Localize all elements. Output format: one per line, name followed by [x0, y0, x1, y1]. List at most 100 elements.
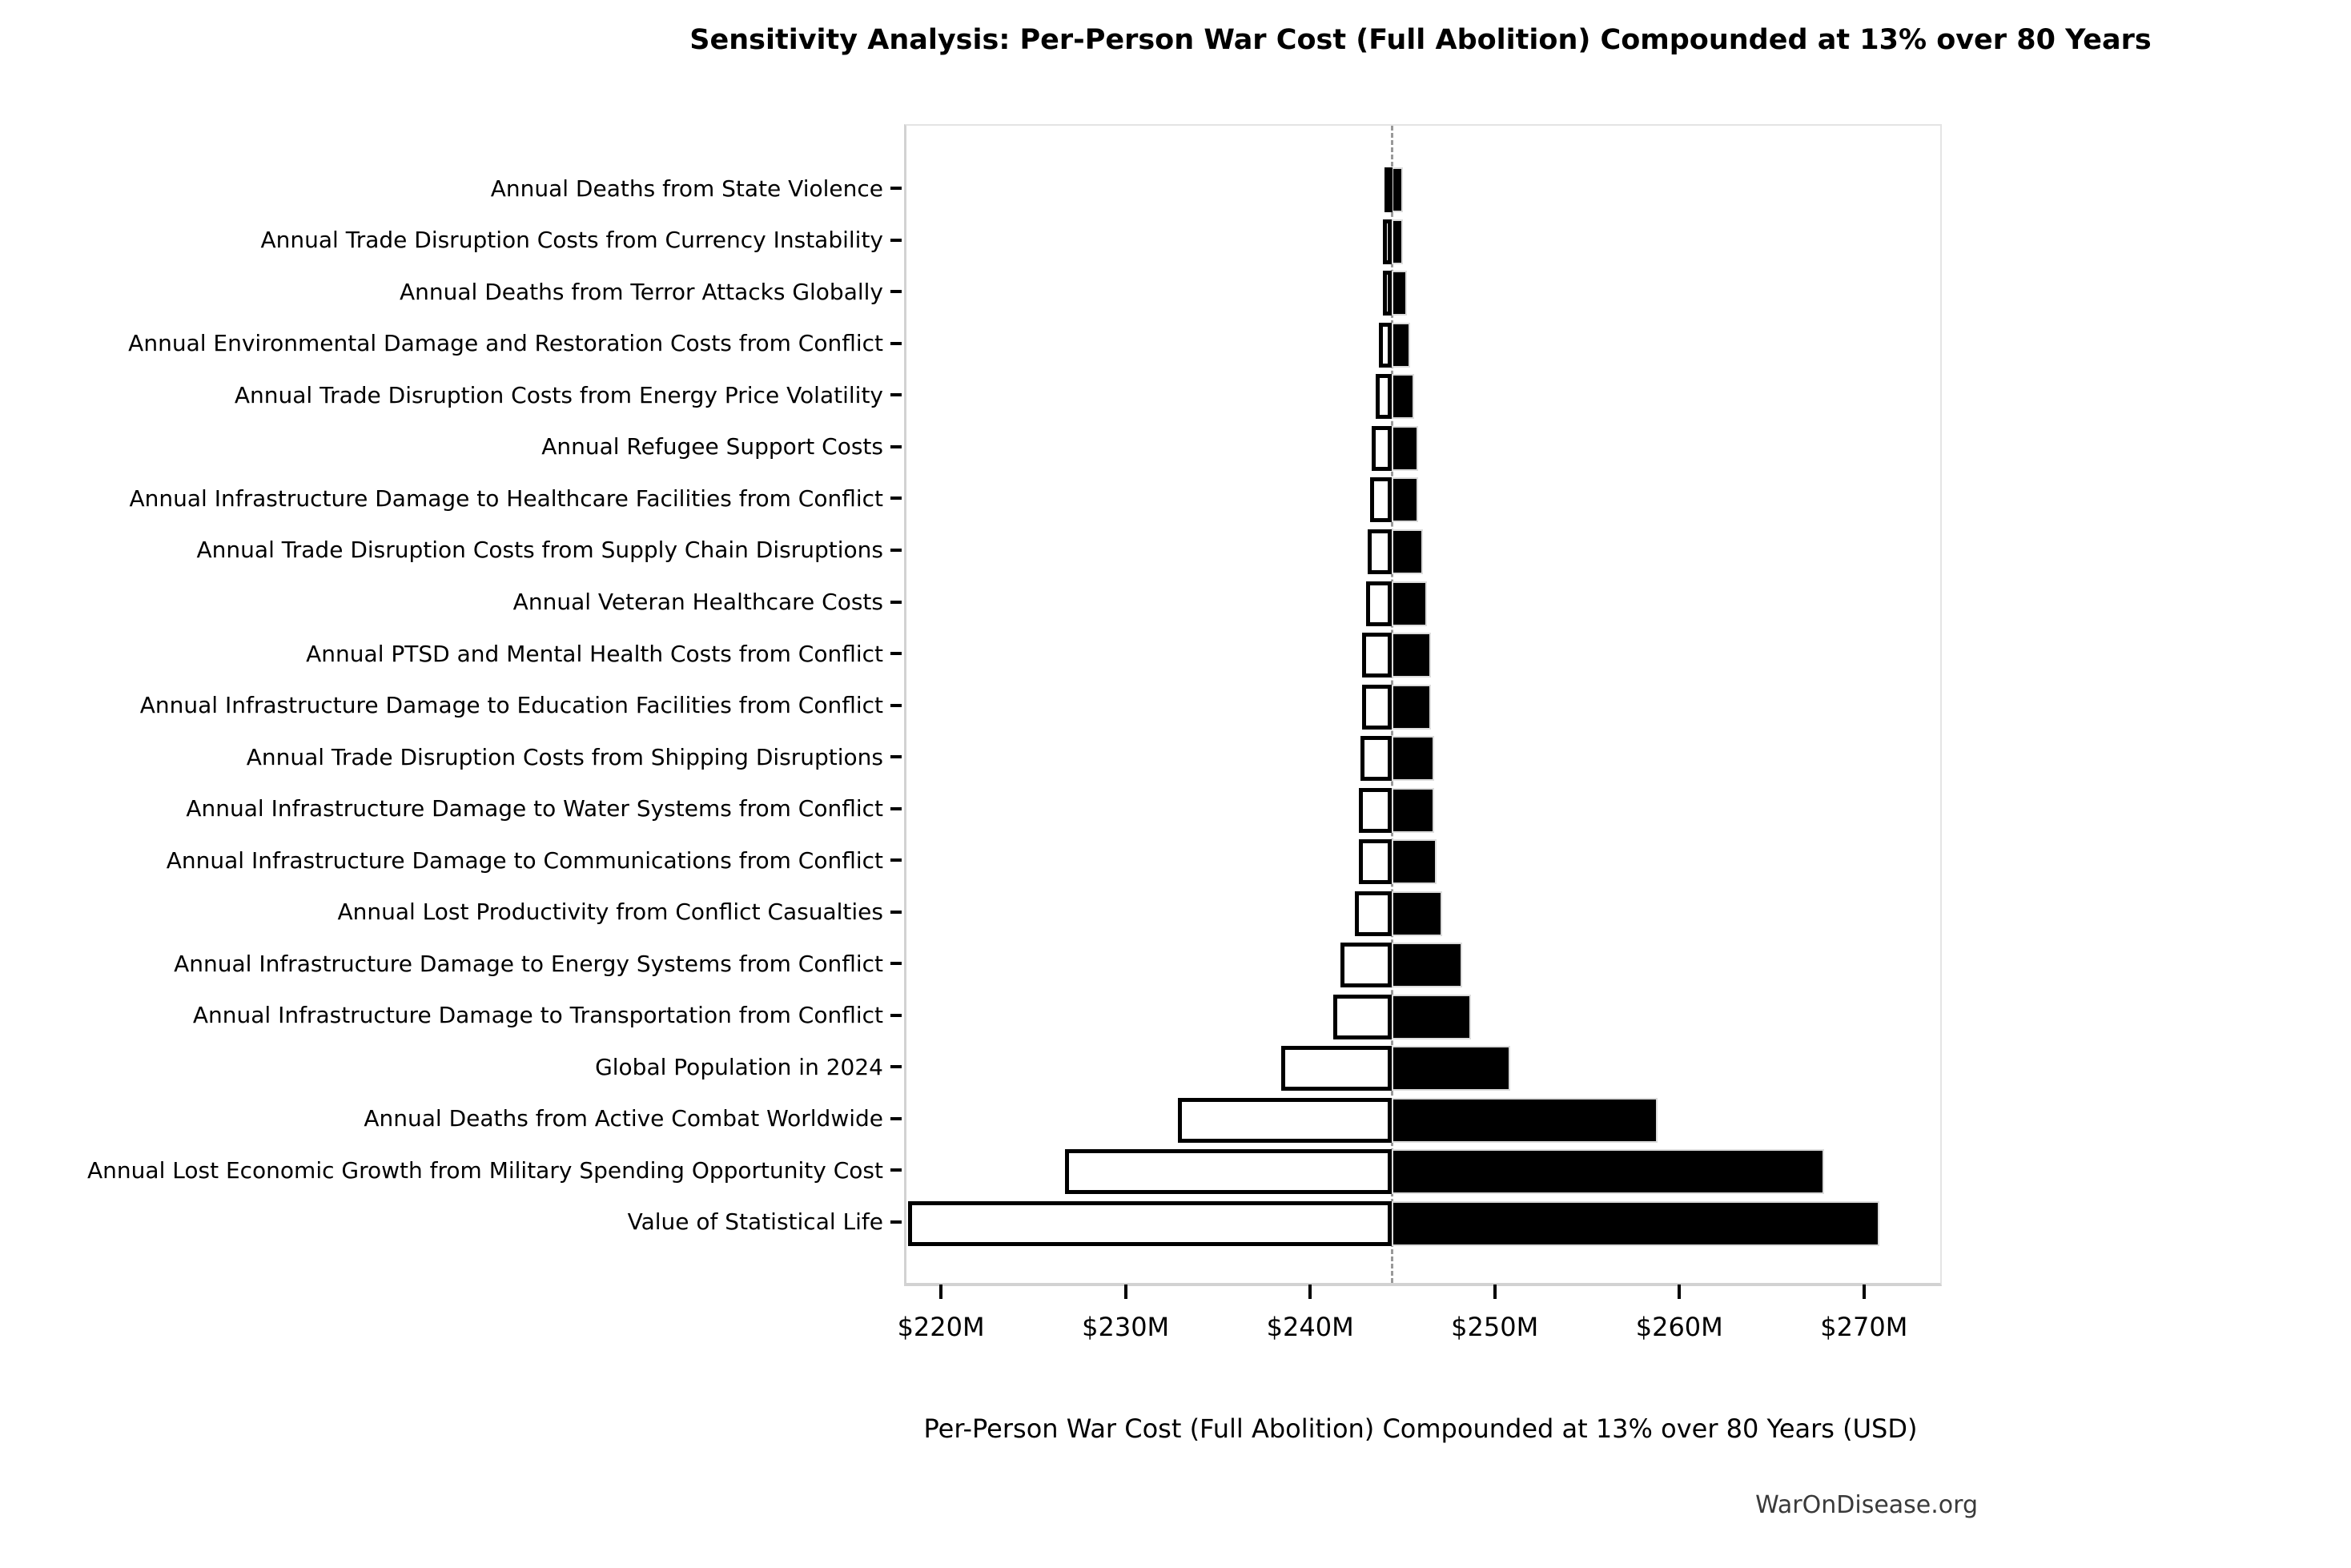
high-bar	[1392, 684, 1431, 730]
row-label-12: Annual Infrastructure Damage to Water Sy…	[0, 782, 904, 834]
category-label: Value of Statistical Life	[627, 1208, 883, 1236]
y-tick-mark	[890, 393, 902, 397]
high-bar	[1392, 994, 1472, 1039]
low-bar	[1340, 943, 1393, 988]
bar-row-3	[906, 320, 1940, 372]
low-bar	[1360, 736, 1393, 782]
high-bar	[1392, 1097, 1658, 1143]
bar-row-7	[906, 526, 1940, 578]
low-bar	[1280, 1046, 1393, 1092]
low-bar	[1065, 1149, 1393, 1195]
high-bar	[1392, 891, 1442, 936]
bar-row-12	[906, 784, 1940, 836]
bars-area	[906, 164, 1940, 1249]
y-tick-mark	[890, 1116, 902, 1120]
category-label: Annual Infrastructure Damage to Water Sy…	[186, 795, 883, 822]
x-tick-label: $260M	[1635, 1312, 1723, 1342]
plot-area	[904, 124, 1942, 1286]
category-label: Annual Lost Productivity from Conflict C…	[337, 899, 883, 926]
x-tick-mark	[1123, 1285, 1127, 1299]
low-bar	[1382, 219, 1393, 264]
low-bar	[1371, 425, 1393, 471]
category-label: Annual Infrastructure Damage to Transpor…	[192, 1002, 883, 1029]
chart-title: Sensitivity Analysis: Per-Person War Cos…	[689, 24, 2152, 56]
high-bar	[1392, 1200, 1879, 1246]
category-label: Annual Deaths from State Violence	[490, 175, 883, 202]
category-label: Annual Deaths from Terror Attacks Global…	[399, 278, 883, 305]
category-label: Annual Trade Disruption Costs from Shipp…	[246, 743, 883, 770]
category-label: Annual Lost Economic Growth from Militar…	[87, 1156, 883, 1184]
y-tick-mark	[890, 1220, 902, 1224]
low-bar	[1382, 271, 1393, 316]
low-bar	[1177, 1097, 1393, 1143]
high-bar	[1392, 322, 1411, 368]
category-label: Global Population in 2024	[595, 1053, 883, 1080]
category-label: Annual Infrastructure Damage to Communic…	[166, 846, 883, 874]
high-bar	[1392, 477, 1418, 523]
bar-row-11	[906, 733, 1940, 785]
y-tick-mark	[890, 806, 902, 810]
row-label-5: Annual Refugee Support Costs	[0, 421, 904, 473]
row-label-16: Annual Infrastructure Damage to Transpor…	[0, 990, 904, 1042]
x-axis-title: Per-Person War Cost (Full Abolition) Com…	[923, 1413, 1918, 1444]
bar-row-16	[906, 991, 1940, 1043]
row-label-1: Annual Trade Disruption Costs from Curre…	[0, 215, 904, 267]
y-tick-mark	[890, 652, 902, 656]
high-bar	[1392, 787, 1435, 833]
low-bar	[1358, 839, 1393, 885]
category-label: Annual Infrastructure Damage to Energy S…	[174, 950, 883, 977]
high-bar	[1392, 219, 1404, 264]
x-axis: $220M $230M $240M $250M $260M $270M	[898, 1285, 1938, 1381]
y-tick-mark	[890, 1065, 902, 1069]
y-tick-mark	[890, 703, 902, 707]
high-bar	[1392, 839, 1437, 885]
high-bar	[1392, 581, 1428, 626]
y-tick-mark	[890, 962, 902, 966]
y-tick-mark	[890, 187, 902, 191]
y-tick-mark	[890, 548, 902, 552]
y-tick-mark	[890, 238, 902, 242]
row-label-17: Global Population in 2024	[0, 1041, 904, 1093]
row-label-9: Annual PTSD and Mental Health Costs from…	[0, 628, 904, 680]
category-label: Annual Trade Disruption Costs from Energ…	[234, 381, 883, 408]
low-bar	[908, 1200, 1393, 1246]
category-label: Annual Environmental Damage and Restorat…	[128, 330, 883, 357]
bar-row-15	[906, 939, 1940, 991]
high-bar	[1392, 425, 1418, 471]
bar-row-19	[906, 1146, 1940, 1198]
x-tick-label: $220M	[897, 1312, 985, 1342]
bar-row-8	[906, 577, 1940, 629]
category-label: Annual Trade Disruption Costs from Curre…	[260, 227, 883, 254]
bar-row-0	[906, 164, 1940, 216]
x-tick-label: $230M	[1082, 1312, 1170, 1342]
row-label-20: Value of Statistical Life	[0, 1196, 904, 1248]
row-label-10: Annual Infrastructure Damage to Educatio…	[0, 679, 904, 731]
high-bar	[1392, 271, 1407, 316]
low-bar	[1366, 581, 1393, 626]
y-tick-mark	[890, 341, 902, 345]
low-bar	[1379, 322, 1393, 368]
x-tick-mark	[1493, 1285, 1497, 1299]
labels-column: Annual Deaths from State Violence Annual …	[0, 163, 904, 1248]
y-tick-mark	[890, 600, 902, 604]
x-tick-mark	[939, 1285, 943, 1299]
y-tick-mark	[890, 755, 902, 759]
bar-row-10	[906, 681, 1940, 733]
category-label: Annual Infrastructure Damage to Educatio…	[139, 692, 883, 719]
low-bar	[1362, 684, 1393, 730]
high-bar	[1392, 374, 1414, 420]
bar-row-4	[906, 371, 1940, 423]
bar-row-9	[906, 629, 1940, 681]
x-tick-label: $240M	[1266, 1312, 1354, 1342]
row-label-18: Annual Deaths from Active Combat Worldwi…	[0, 1093, 904, 1145]
row-label-19: Annual Lost Economic Growth from Militar…	[0, 1144, 904, 1196]
high-bar	[1392, 1046, 1510, 1092]
x-tick-label: $250M	[1451, 1312, 1539, 1342]
bar-row-17	[906, 1043, 1940, 1095]
footer-watermark: WarOnDisease.org	[1755, 1491, 1978, 1519]
low-bar	[1355, 891, 1393, 936]
high-bar	[1392, 633, 1431, 678]
y-tick-mark	[890, 858, 902, 862]
low-bar	[1358, 787, 1393, 833]
